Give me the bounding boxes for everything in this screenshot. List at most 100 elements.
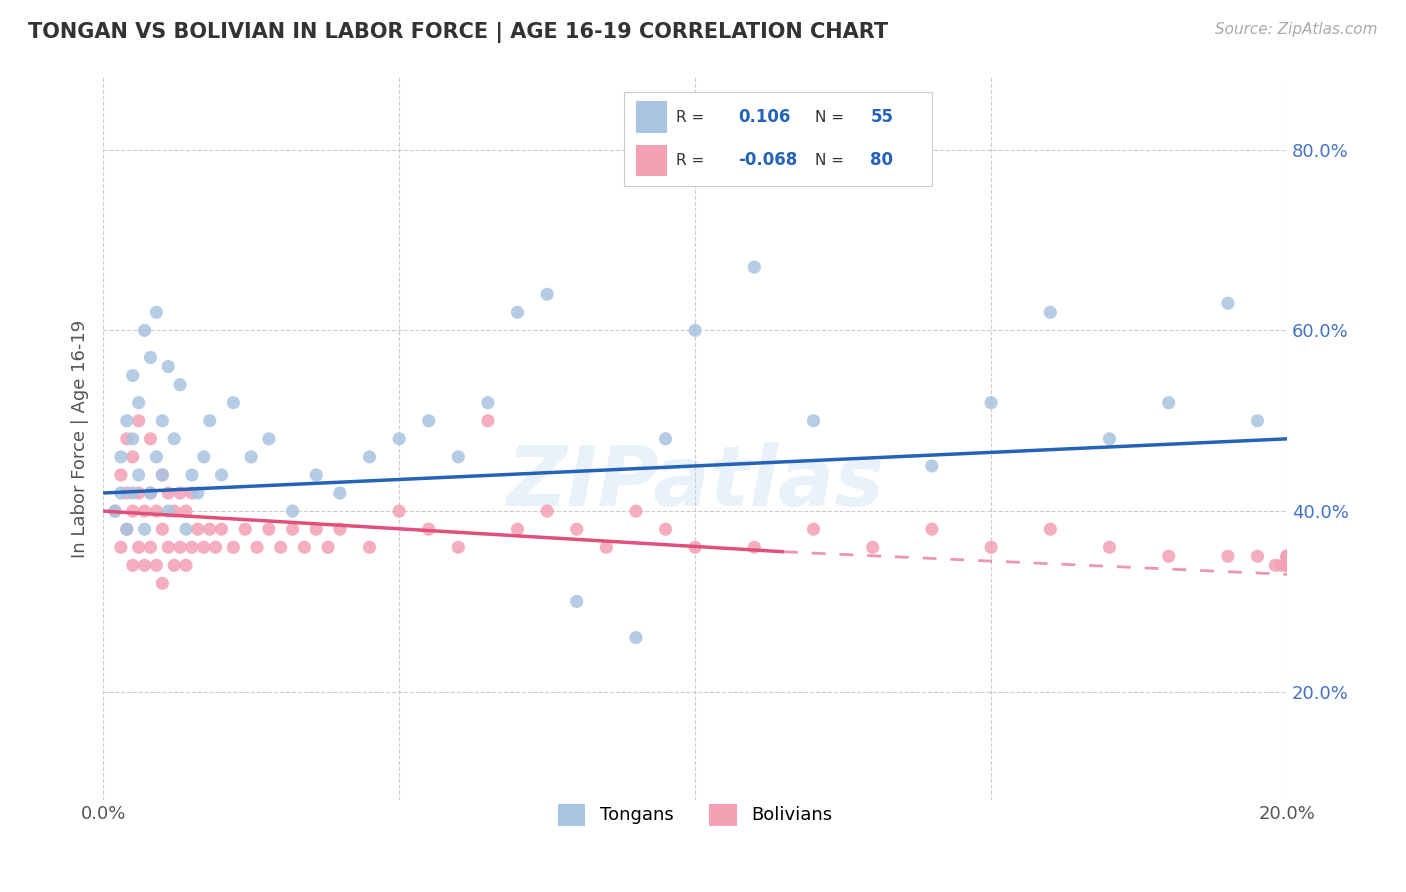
Point: [150, 522, 173, 536]
Point: [329, 486, 352, 500]
Point: [803, 522, 825, 536]
Point: [359, 450, 381, 464]
Point: [222, 541, 245, 555]
Point: [115, 432, 138, 446]
Point: [246, 541, 269, 555]
Point: [104, 504, 127, 518]
Point: [862, 106, 884, 120]
Point: [447, 541, 470, 555]
Point: [240, 450, 263, 464]
Point: [1270, 558, 1292, 573]
Point: [1275, 558, 1298, 573]
Point: [1275, 549, 1298, 564]
Point: [305, 467, 328, 482]
Text: Source: ZipAtlas.com: Source: ZipAtlas.com: [1215, 22, 1378, 37]
Point: [305, 522, 328, 536]
Point: [281, 522, 304, 536]
Point: [115, 522, 138, 536]
Point: [1246, 549, 1268, 564]
Point: [134, 522, 156, 536]
Point: [110, 486, 132, 500]
Point: [624, 631, 647, 645]
Point: [257, 522, 280, 536]
Point: [506, 305, 529, 319]
Point: [257, 432, 280, 446]
Point: [139, 486, 162, 500]
Point: [506, 522, 529, 536]
Text: ZIPatlas: ZIPatlas: [506, 442, 884, 523]
Point: [742, 541, 765, 555]
Point: [198, 414, 221, 428]
Point: [477, 395, 499, 409]
Point: [110, 467, 132, 482]
Point: [157, 486, 180, 500]
Point: [187, 522, 209, 536]
Point: [211, 522, 233, 536]
Point: [233, 522, 256, 536]
Point: [536, 504, 558, 518]
Point: [595, 541, 617, 555]
Point: [134, 504, 156, 518]
Point: [150, 414, 173, 428]
Point: [270, 541, 292, 555]
Point: [683, 541, 706, 555]
Point: [477, 414, 499, 428]
Point: [1098, 432, 1121, 446]
Point: [163, 432, 186, 446]
Point: [150, 576, 173, 591]
Point: [862, 541, 884, 555]
Point: [1039, 305, 1062, 319]
Point: [115, 414, 138, 428]
Point: [145, 305, 167, 319]
Point: [128, 395, 150, 409]
Point: [316, 541, 339, 555]
Point: [169, 541, 191, 555]
Point: [193, 541, 215, 555]
Point: [1275, 549, 1298, 564]
Point: [1275, 549, 1298, 564]
Point: [139, 541, 162, 555]
Point: [742, 260, 765, 275]
Point: [128, 414, 150, 428]
Point: [139, 432, 162, 446]
Point: [121, 558, 143, 573]
Point: [204, 541, 226, 555]
Point: [121, 486, 143, 500]
Point: [359, 541, 381, 555]
Point: [121, 368, 143, 383]
Point: [1275, 549, 1298, 564]
Point: [145, 450, 167, 464]
Point: [418, 414, 440, 428]
Point: [128, 486, 150, 500]
Point: [921, 522, 943, 536]
Point: [157, 359, 180, 374]
Point: [157, 541, 180, 555]
Point: [980, 541, 1002, 555]
Point: [169, 486, 191, 500]
Point: [1275, 558, 1298, 573]
Point: [198, 522, 221, 536]
Point: [654, 522, 676, 536]
Point: [134, 558, 156, 573]
Point: [139, 351, 162, 365]
Point: [128, 541, 150, 555]
Point: [1275, 558, 1298, 573]
Point: [157, 504, 180, 518]
Point: [139, 486, 162, 500]
Point: [418, 522, 440, 536]
Point: [181, 541, 204, 555]
Point: [1098, 541, 1121, 555]
Text: TONGAN VS BOLIVIAN IN LABOR FORCE | AGE 16-19 CORRELATION CHART: TONGAN VS BOLIVIAN IN LABOR FORCE | AGE …: [28, 22, 889, 44]
Point: [115, 522, 138, 536]
Point: [110, 541, 132, 555]
Point: [163, 558, 186, 573]
Point: [121, 450, 143, 464]
Point: [281, 504, 304, 518]
Point: [110, 450, 132, 464]
Point: [447, 450, 470, 464]
Point: [150, 467, 173, 482]
Point: [169, 377, 191, 392]
Point: [565, 594, 588, 608]
Point: [980, 395, 1002, 409]
Point: [163, 504, 186, 518]
